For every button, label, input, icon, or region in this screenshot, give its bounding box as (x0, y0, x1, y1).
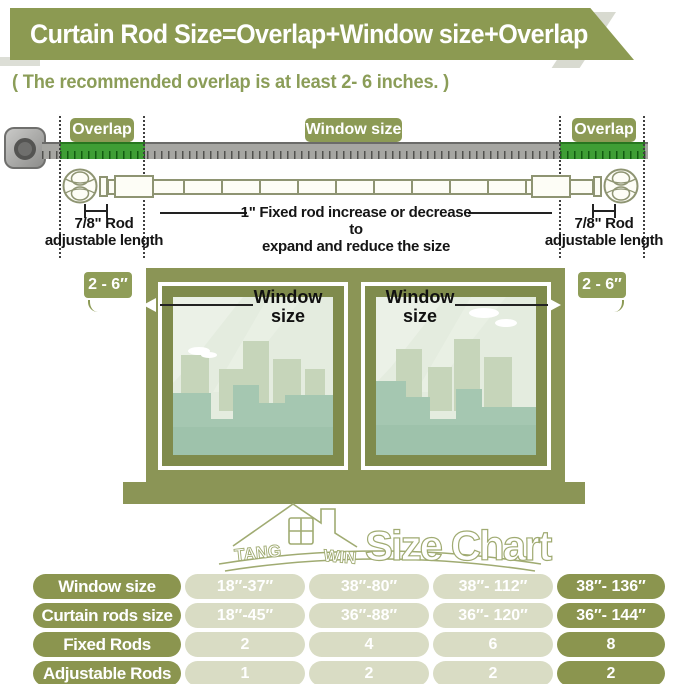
guide-line-outer-right (643, 116, 645, 258)
window-size-label-right-line1: Window (385, 287, 455, 307)
table-cell: 4 (309, 632, 429, 657)
window-size-label-right: Window size (372, 288, 468, 326)
table-cell: 18″-45″ (185, 603, 305, 628)
measure-line (592, 210, 616, 212)
window-size-label-left: Window size (240, 288, 336, 326)
table-cell: 18″-37″ (185, 574, 305, 599)
rod-collar-right (593, 176, 602, 197)
window-pane-right-mat (365, 286, 547, 466)
window-sill (123, 482, 585, 504)
rod-note-right-line1: 7/8" Rod (574, 215, 634, 232)
window-size-line-left (160, 304, 253, 306)
table-row-label: Adjustable Rods (33, 661, 181, 684)
table-cell: 38″-80″ (309, 574, 429, 599)
window-size-label-left-line2: size (270, 306, 306, 326)
range-badge-right-tail (612, 300, 624, 312)
window-pane-right (361, 282, 551, 470)
tape-measure-hub-icon (14, 138, 36, 160)
table-cell: 38″- 112″ (433, 574, 553, 599)
arrow-left-icon (143, 298, 156, 312)
table-cell: 36″- 144″ (557, 603, 665, 628)
table-cell: 1 (185, 661, 305, 684)
rod-note-center: 1" Fixed rod increase or decrease to exp… (236, 204, 476, 255)
measure-line (84, 210, 108, 212)
range-badge-left: 2 - 6″ (84, 272, 132, 298)
window-size-label-right-line2: size (402, 306, 438, 326)
table-cell: 2 (309, 661, 429, 684)
title-banner (10, 8, 634, 60)
page-title: Curtain Rod Size=Overlap+Window size+Ove… (30, 19, 588, 49)
window-size-label-left-line1: Window (253, 287, 323, 307)
finial-right-icon (603, 168, 639, 204)
range-badge-right: 2 - 6″ (578, 272, 626, 298)
window-size-line-right (455, 304, 548, 306)
rod-note-right: 7/8" Rod adjustable length (528, 215, 679, 249)
table-cell: 2 (557, 661, 665, 684)
tape-overlap-right (560, 142, 645, 159)
tape-overlap-left (60, 142, 145, 159)
rod-note-left-line2: adjustable length (44, 232, 164, 249)
table-cell: 8 (557, 632, 665, 657)
rod-note-center-line2: expand and reduce the size (261, 238, 451, 255)
brand-logo: TANG WIN Size Chart (218, 503, 555, 572)
table-cell: 6 (433, 632, 553, 657)
table-row-label: Window size (33, 574, 181, 599)
measure-tick (106, 204, 108, 218)
rod-sleeve-right (531, 175, 571, 198)
window-pane-left (158, 282, 348, 470)
brand-name-left: TANG (233, 541, 282, 565)
rod-sleeve-left (114, 175, 154, 198)
measure-line (160, 212, 247, 214)
table-cell: 36″-88″ (309, 603, 429, 628)
overlap-left-badge: Overlap (70, 118, 134, 142)
window-glass-left (173, 297, 333, 455)
rod-note-left: 7/8" Rod adjustable length (28, 215, 180, 249)
recommendation-note: ( The recommended overlap is at least 2-… (12, 72, 450, 93)
window-pane-left-mat (162, 286, 344, 466)
table-cell: 2 (185, 632, 305, 657)
finial-left-icon (62, 168, 98, 204)
range-badge-left-tail (88, 300, 100, 312)
window-size-badge: Window size (305, 118, 402, 142)
rod-note-left-line1: 7/8" Rod (74, 215, 134, 232)
banner-shadow-left (0, 57, 40, 66)
overlap-right-badge: Overlap (572, 118, 636, 142)
measuring-tape (42, 142, 648, 159)
table-row-label: Curtain rods size (33, 603, 181, 628)
guide-line-outer-left (59, 116, 61, 258)
window-glass-right (376, 297, 536, 455)
arrow-right-icon (548, 298, 561, 312)
rod-note-right-line2: adjustable length (544, 232, 664, 249)
table-cell: 36″- 120″ (433, 603, 553, 628)
size-chart-title: Size Chart (365, 522, 552, 569)
table-cell: 38″- 136″ (557, 574, 665, 599)
measure-line (468, 212, 552, 214)
table-cell: 2 (433, 661, 553, 684)
rod-tube (107, 179, 594, 195)
measure-tick (614, 204, 616, 218)
brand-name-right: WIN (323, 546, 358, 568)
rod-note-center-line1: 1" Fixed rod increase or decrease to (240, 204, 472, 238)
table-row-label: Fixed Rods (33, 632, 181, 657)
house-logo-icon (218, 503, 542, 572)
